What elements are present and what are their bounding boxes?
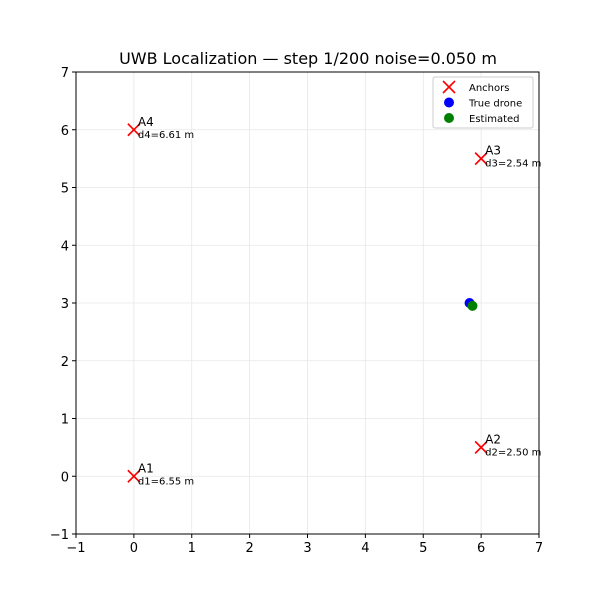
- y-tick-label: 5: [61, 182, 69, 197]
- x-tick-label: 3: [303, 541, 311, 556]
- anchor-marker: [127, 123, 141, 137]
- chart-title: UWB Localization — step 1/200 noise=0.05…: [119, 49, 497, 68]
- anchor-marker-stroke: [474, 152, 488, 166]
- y-tick-label: 4: [61, 239, 69, 254]
- anchor-distance-label: d4=6.61 m: [138, 130, 194, 141]
- x-tick-label: 5: [419, 541, 427, 556]
- anchor-distance-label: d2=2.50 m: [485, 447, 541, 458]
- y-tick-label: 2: [61, 355, 69, 370]
- x-tick-label: 0: [130, 541, 138, 556]
- x-tick-label: 1: [188, 541, 196, 556]
- y-tick-label: 0: [61, 470, 69, 485]
- anchor-marker-stroke: [442, 80, 456, 94]
- x-tick-label: −1: [66, 541, 85, 556]
- y-tick-label: 6: [61, 124, 69, 139]
- x-tick-label: 2: [245, 541, 253, 556]
- y-tick-label: −1: [50, 528, 69, 543]
- anchor-label: A2: [485, 432, 501, 446]
- anchor-label: A1: [138, 461, 154, 475]
- anchor-marker-stroke: [127, 469, 141, 483]
- x-tick-label: 7: [535, 541, 543, 556]
- x-tick-label: 4: [361, 541, 369, 556]
- anchor-marker-stroke: [474, 440, 488, 454]
- legend-label: True drone: [468, 99, 522, 110]
- anchor-label: A3: [485, 144, 501, 158]
- anchor-marker: [127, 469, 141, 483]
- legend-label: Anchors: [469, 83, 509, 94]
- x-tick-label: 6: [477, 541, 485, 556]
- anchor-distance-label: d3=2.54 m: [485, 159, 541, 170]
- legend-marker-anchors: [442, 80, 456, 94]
- legend-marker: [444, 113, 454, 123]
- y-tick-label: 3: [61, 297, 69, 312]
- legend-label: Estimated: [469, 114, 520, 125]
- anchor-distance-label: d1=6.55 m: [138, 476, 194, 487]
- legend-box: [432, 76, 534, 129]
- anchor-marker: [474, 440, 488, 454]
- y-tick-label: 1: [61, 413, 69, 428]
- y-tick-label: 7: [61, 66, 69, 81]
- axis-ticks: −1 0 1 2 3 4 5 6 7 −1 0 1 2 3 4 5 6 7: [50, 66, 543, 556]
- anchor-marker-stroke: [127, 123, 141, 137]
- legend-marker: [444, 97, 454, 108]
- anchor-label: A4: [138, 115, 154, 129]
- estimated-position-marker: [467, 300, 478, 311]
- anchor-marker: [474, 152, 488, 166]
- legend: Anchors True drone Estimated: [432, 76, 534, 129]
